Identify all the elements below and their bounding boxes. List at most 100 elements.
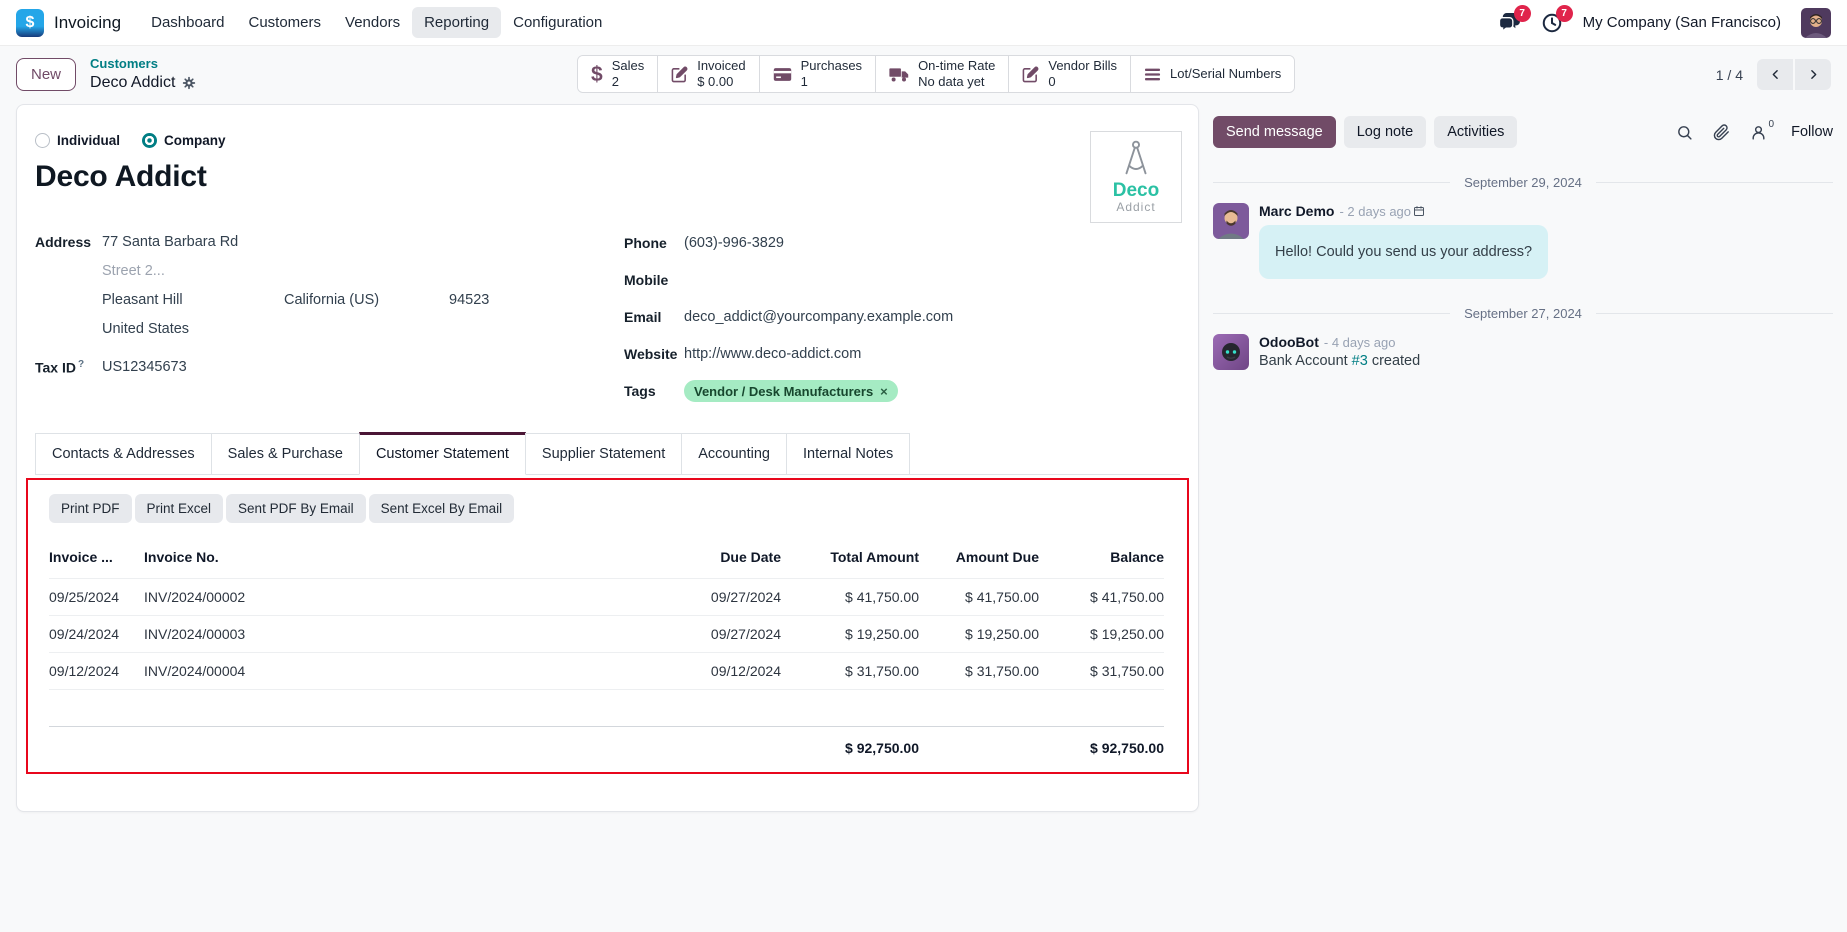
cell-invoice-no[interactable]: INV/2024/00002 [144,578,661,616]
country-field[interactable]: United States [102,321,190,337]
new-button[interactable]: New [16,58,77,91]
print-pdf-button[interactable]: Print PDF [49,494,132,523]
follow-button[interactable]: Follow [1791,124,1833,140]
totals-balance: $ 92,750.00 [1039,726,1164,769]
stat-button-purchases[interactable]: Purchases 1 [759,56,877,92]
cell-invoice-date: 09/24/2024 [49,615,144,653]
zip-field[interactable]: 94523 [449,292,490,308]
statement-table: Invoice ... Invoice No. Due Date Total A… [49,539,1164,769]
stat-button-on-time-rate[interactable]: On-time Rate No data yet [876,56,1010,92]
sent-pdf-by-email-button[interactable]: Sent PDF By Email [226,494,366,523]
top-navbar: $ Invoicing Dashboard Customers Vendors … [0,0,1847,46]
cell-invoice-no[interactable]: INV/2024/00004 [144,652,661,690]
table-row[interactable]: 09/25/2024 INV/2024/00002 09/27/2024 $ 4… [49,578,1164,616]
message-author[interactable]: Marc Demo [1259,203,1335,219]
stat-button-sales[interactable]: $ Sales 2 [578,56,659,92]
activities-clock-icon[interactable]: 7 [1541,4,1573,34]
nav-item-vendors[interactable]: Vendors [345,14,401,31]
tab-internal-notes[interactable]: Internal Notes [786,433,911,474]
totals-total-amount: $ 92,750.00 [781,726,919,769]
mobile-label: Mobile [624,272,669,288]
partner-name[interactable]: Deco Addict [35,160,207,193]
cell-invoice-date: 09/12/2024 [49,652,144,690]
stat-button-lot-serial-numbers[interactable]: Lot/Serial Numbers [1131,56,1295,92]
breadcrumb-customers-link[interactable]: Customers [90,56,158,72]
website-field[interactable]: http://www.deco-addict.com [684,346,862,362]
radio-individual-circle[interactable] [35,133,50,148]
cell-total-amount: $ 19,250.00 [781,615,919,653]
column-invoice-date: Invoice ... [49,549,113,565]
table-row-totals: $ 92,750.00 $ 92,750.00 [49,726,1164,769]
edit-icon [671,66,688,83]
stat-label: Purchases [800,58,863,74]
tag-vendor-desk-manufacturers[interactable]: Vendor / Desk Manufacturers × [684,380,898,402]
invoicing-app-icon[interactable]: $ [16,8,44,37]
message-time: - 2 days ago [1339,203,1412,219]
pager-previous-button[interactable] [1757,59,1793,90]
nav-item-customers[interactable]: Customers [248,14,322,31]
cell-invoice-no[interactable]: INV/2024/00003 [144,615,661,653]
nav-item-reporting[interactable]: Reporting [412,7,502,38]
address-label: Address [35,234,92,250]
app-name[interactable]: Invoicing [54,12,122,32]
avatar [1213,203,1249,239]
messages-icon[interactable]: 7 [1498,5,1531,33]
bank-account-link[interactable]: #3 [1351,353,1368,369]
activities-button[interactable]: Activities [1434,116,1518,148]
table-row[interactable]: 09/24/2024 INV/2024/00003 09/27/2024 $ 1… [49,615,1164,653]
table-row[interactable]: 09/12/2024 INV/2024/00004 09/12/2024 $ 3… [49,652,1164,690]
stat-button-group: $ Sales 2 Invoiced $ 0.00 [577,55,1296,93]
radio-company-circle[interactable] [142,133,158,148]
tax-id-field[interactable]: US12345673 [102,359,187,375]
pager[interactable]: 1 / 4 [1715,66,1743,83]
attachment-paperclip-icon[interactable] [1713,123,1730,141]
cell-invoice-date: 09/25/2024 [49,578,144,616]
stat-value: 1 [800,74,808,89]
phone-field[interactable]: (603)-996-3829 [684,235,784,251]
cell-total-amount: $ 41,750.00 [781,578,919,616]
pager-next-button[interactable] [1795,59,1831,90]
street2-field[interactable]: Street 2... [102,263,165,279]
tab-customer-statement[interactable]: Customer Statement [358,432,526,475]
stat-button-invoiced[interactable]: Invoiced $ 0.00 [658,56,760,92]
radio-individual[interactable]: Individual [35,133,120,148]
column-amount-due: Amount Due [955,549,1039,565]
tab-accounting[interactable]: Accounting [681,433,787,474]
message-body: Bank Account #3 created [1259,353,1421,369]
send-message-button[interactable]: Send message [1213,116,1336,148]
stat-button-vendor-bills[interactable]: Vendor Bills 0 [1009,56,1132,92]
cell-balance: $ 41,750.00 [1039,578,1164,616]
help-icon[interactable]: ? [77,359,85,370]
tag-remove-icon[interactable]: × [880,383,888,399]
radio-company[interactable]: Company [142,133,226,148]
sent-excel-by-email-button[interactable]: Sent Excel By Email [368,494,515,523]
print-excel-button[interactable]: Print Excel [134,494,224,523]
cell-amount-due: $ 19,250.00 [919,615,1039,653]
street-field[interactable]: 77 Santa Barbara Rd [102,234,239,250]
tab-sales-purchase[interactable]: Sales & Purchase [210,433,360,474]
message-author[interactable]: OdooBot [1259,334,1319,350]
user-avatar[interactable] [1801,7,1831,38]
tab-supplier-statement[interactable]: Supplier Statement [524,433,683,474]
calendar-icon [1413,205,1425,217]
nav-item-configuration[interactable]: Configuration [513,14,603,31]
tax-id-label: Tax ID? [35,359,85,376]
state-field[interactable]: California (US) [284,292,380,308]
website-label: Website [624,346,678,362]
search-messages-icon[interactable] [1676,124,1693,141]
followers-icon[interactable]: 0 [1750,119,1774,141]
email-field[interactable]: deco_addict@yourcompany.example.com [684,309,954,325]
stat-value: 0 [1048,74,1056,89]
email-label: Email [624,309,662,325]
company-logo[interactable]: Deco Addict [1090,131,1182,223]
truck-icon [889,66,909,83]
gear-icon[interactable] [182,76,196,90]
activities-badge: 7 [1555,4,1573,22]
company-switcher[interactable]: My Company (San Francisco) [1582,14,1781,31]
cell-due-date: 09/12/2024 [661,652,781,690]
log-note-button[interactable]: Log note [1343,116,1427,148]
date-divider: September 27, 2024 [1213,306,1833,321]
tab-contacts-addresses[interactable]: Contacts & Addresses [35,433,212,474]
city-field[interactable]: Pleasant Hill [102,292,183,308]
nav-item-dashboard[interactable]: Dashboard [151,14,225,31]
